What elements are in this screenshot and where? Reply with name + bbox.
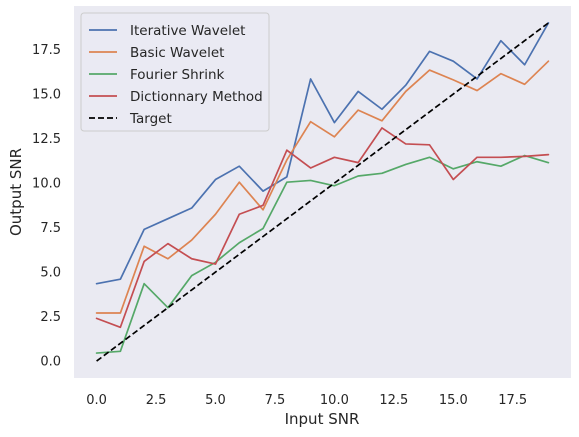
legend-label: Target (129, 111, 172, 127)
legend-label: Basic Wavelet (130, 45, 224, 61)
series-line-basic-wavelet (95, 60, 550, 314)
x-tick-label: 2.5 (146, 393, 167, 408)
x-tick-label: 5.0 (205, 393, 226, 408)
legend: Iterative Wavelet Basic Wavelet Fourier Sh… (80, 12, 270, 132)
x-axis-ticks: 0.0 2.5 5.0 7.5 10.0 12.5 15.0 17.5 (86, 393, 527, 408)
y-axis-label: Output SNR (7, 148, 25, 236)
legend-label: Fourier Shrink (130, 67, 225, 83)
y-tick-label: 12.5 (32, 132, 61, 147)
x-tick-label: 12.5 (379, 393, 408, 408)
x-axis-label: Input SNR (285, 410, 360, 428)
y-axis-ticks: 0.0 2.5 5.0 7.5 10.0 12.5 15.0 17.5 (32, 43, 61, 369)
series-layer (95, 22, 550, 362)
series-line-fourier-shrink (95, 154, 550, 354)
y-tick-label: 5.0 (40, 266, 61, 281)
legend-label: Iterative Wavelet (130, 23, 245, 39)
x-tick-label: 7.5 (265, 393, 286, 408)
legend-items: Iterative Wavelet Basic Wavelet Fourier Sh… (89, 23, 263, 127)
x-tick-label: 0.0 (86, 393, 107, 408)
y-tick-label: 2.5 (40, 310, 61, 325)
x-tick-label: 10.0 (320, 393, 349, 408)
y-tick-label: 17.5 (32, 43, 61, 58)
legend-item-target: Target (89, 111, 172, 127)
legend-label: Dictionnary Method (130, 89, 263, 105)
legend-item-fourier-shrink: Fourier Shrink (89, 67, 225, 83)
x-tick-label: 17.5 (498, 393, 527, 408)
y-tick-label: 7.5 (40, 221, 61, 236)
legend-item-basic-wavelet: Basic Wavelet (89, 45, 224, 61)
y-tick-label: 15.0 (32, 88, 61, 103)
y-tick-label: 10.0 (32, 177, 61, 192)
series-line-target (96, 22, 549, 362)
y-tick-label: 0.0 (40, 355, 61, 370)
series-line-dictionnary-method (95, 127, 550, 329)
legend-item-iterative-wavelet: Iterative Wavelet (89, 23, 245, 39)
legend-box (80, 12, 270, 132)
legend-item-dictionnary-method: Dictionnary Method (89, 89, 263, 105)
x-tick-label: 15.0 (439, 393, 468, 408)
series-line-iterative-wavelet (95, 22, 550, 285)
